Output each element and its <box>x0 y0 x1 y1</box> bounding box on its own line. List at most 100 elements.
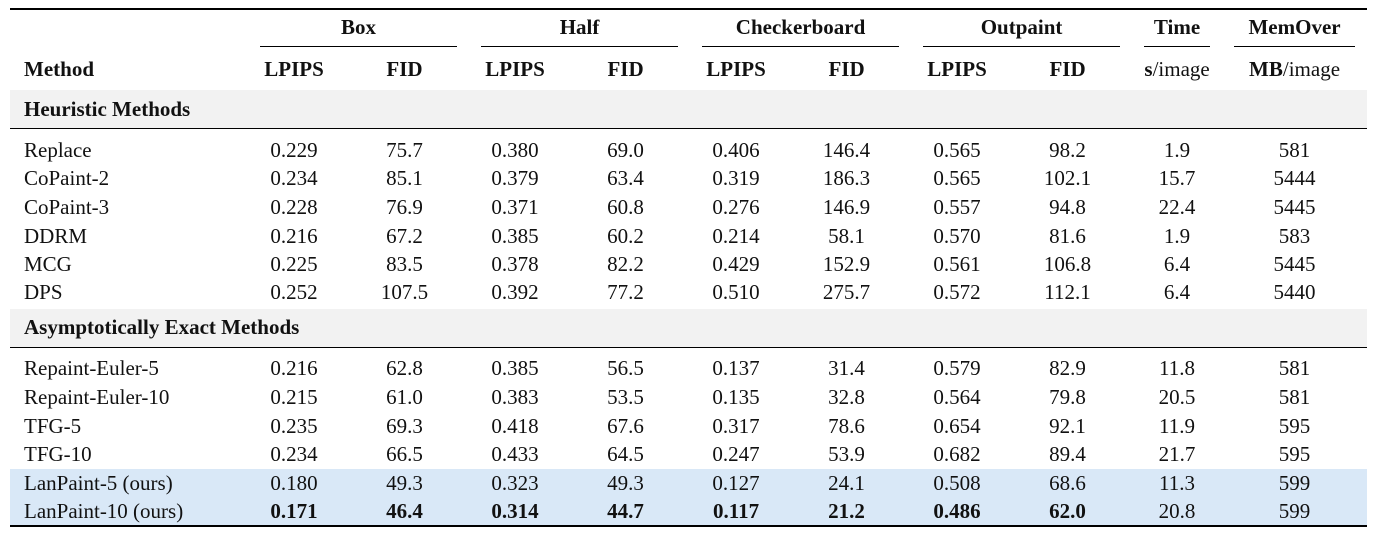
value-cell: 0.682 <box>933 442 981 467</box>
group-label: Half <box>481 15 679 47</box>
value-cell: 62.0 <box>1003 497 1133 527</box>
unit: MB <box>1249 57 1283 81</box>
value-cell: 49.3 <box>561 468 691 498</box>
value-cell: 69.0 <box>607 137 644 162</box>
value-cell: 1.9 <box>1163 137 1191 162</box>
value-cell: 0.323 <box>469 468 562 498</box>
value-cell: 0.234 <box>270 442 318 467</box>
value-cell: 0.392 <box>491 280 539 305</box>
value-cell: 15.7 <box>1158 166 1196 191</box>
value-cell: 0.579 <box>933 356 981 381</box>
value-cell: 83.5 <box>386 252 423 277</box>
value-cell: 0.429 <box>712 252 760 277</box>
method-cell: Repaint-Euler-5 <box>24 356 159 381</box>
spacer <box>10 129 1367 137</box>
group-label: Checkerboard <box>702 15 900 47</box>
value-cell: 20.8 <box>1132 497 1223 527</box>
value-cell: 49.3 <box>340 468 470 498</box>
column-header: LPIPS <box>706 57 766 81</box>
value-cell: 0.319 <box>712 166 760 191</box>
value-cell: 581 <box>1278 356 1311 381</box>
method-cell: Repaint-Euler-10 <box>24 384 170 409</box>
column-header: FID <box>1049 57 1086 81</box>
section-row: Asymptotically Exact Methods <box>10 306 1368 348</box>
value-cell: 5444 <box>1273 166 1316 191</box>
value-cell: 20.5 <box>1158 384 1196 409</box>
value-cell: 0.216 <box>270 223 318 248</box>
table-header: Box Half Checkerboard Outpaint Time MemOver Me… <box>10 9 1368 89</box>
column-header: LPIPS <box>264 57 324 81</box>
value-cell: 0.252 <box>270 280 318 305</box>
value-cell: 11.9 <box>1159 413 1196 438</box>
value-cell: 0.214 <box>712 223 760 248</box>
group-header: Time <box>1132 9 1222 51</box>
group-header: MemOver <box>1222 9 1367 51</box>
value-cell: 599 <box>1222 468 1368 498</box>
value-cell: 58.1 <box>828 223 865 248</box>
data-row: LanPaint-10 (ours) 0.171 46.4 0.314 44.7 0.11… <box>10 497 1368 527</box>
value-cell: 5445 <box>1273 252 1316 277</box>
method-cell: TFG-5 <box>24 413 82 438</box>
value-cell: 6.4 <box>1163 252 1191 277</box>
data-row: TFG-5 0.235 69.3 0.418 67.6 0.317 78.6 0.654 92.… <box>10 412 1367 441</box>
value-cell: 77.2 <box>607 280 644 305</box>
value-cell: 0.561 <box>933 252 981 277</box>
data-row: CoPaint-3 0.228 76.9 0.371 60.8 0.276 146.9 0.5… <box>10 193 1367 222</box>
value-cell: 6.4 <box>1163 280 1191 305</box>
method-cell: DDRM <box>24 223 88 248</box>
value-cell: 56.5 <box>607 356 644 381</box>
value-cell: 581 <box>1278 137 1311 162</box>
value-cell: 0.510 <box>712 280 760 305</box>
value-cell: 76.9 <box>386 194 423 219</box>
column-header: FID <box>607 57 644 81</box>
unit-rest: /image <box>1152 57 1210 81</box>
value-cell: 0.215 <box>270 384 318 409</box>
value-cell: 82.2 <box>607 252 644 277</box>
value-cell: 61.0 <box>386 384 423 409</box>
value-cell: 0.564 <box>933 384 981 409</box>
value-cell: 11.8 <box>1159 356 1196 381</box>
value-cell: 0.379 <box>491 166 539 191</box>
value-cell: 275.7 <box>822 280 871 305</box>
value-cell: 112.1 <box>1044 280 1091 305</box>
value-cell: 67.6 <box>607 413 644 438</box>
value-cell: 0.235 <box>270 413 318 438</box>
value-cell: 85.1 <box>386 166 423 191</box>
data-row: Replace 0.229 75.7 0.380 69.0 0.406 146.4 0.565… <box>10 136 1367 165</box>
value-cell: 60.2 <box>607 223 644 248</box>
value-cell: 186.3 <box>822 166 871 191</box>
column-header: FID <box>828 57 865 81</box>
value-cell: 107.5 <box>380 280 429 305</box>
group-header: Outpaint <box>911 9 1132 51</box>
method-cell: LanPaint-5 (ours) <box>10 468 248 498</box>
value-cell: 0.380 <box>491 137 539 162</box>
value-cell: 0.234 <box>270 166 318 191</box>
value-cell: 0.486 <box>911 497 1004 527</box>
value-cell: 0.171 <box>248 497 340 527</box>
value-cell: 599 <box>1222 497 1368 527</box>
unit: s <box>1144 57 1153 81</box>
header-row: Method LPIPS FID LPIPS FID LPIPS FID LPIPS FID s/… <box>10 51 1368 89</box>
value-cell: 11.3 <box>1132 468 1223 498</box>
value-cell: 98.2 <box>1049 137 1086 162</box>
data-row: DPS 0.252 107.5 0.392 77.2 0.510 275.7 0.572 112… <box>10 279 1368 308</box>
value-cell: 60.8 <box>607 194 644 219</box>
method-cell: CoPaint-2 <box>24 166 110 191</box>
value-cell: 0.385 <box>491 223 539 248</box>
group-header: Checkerboard <box>690 9 911 51</box>
value-cell: 102.1 <box>1043 166 1092 191</box>
results-table: Box Half Checkerboard Outpaint Time MemOver Me… <box>10 8 1368 527</box>
value-cell: 0.317 <box>712 413 760 438</box>
value-cell: 0.654 <box>933 413 981 438</box>
value-cell: 64.5 <box>607 442 644 467</box>
value-cell: 82.9 <box>1049 356 1086 381</box>
group-label: MemOver <box>1234 15 1356 47</box>
value-cell: 0.508 <box>911 468 1004 498</box>
value-cell: 0.433 <box>491 442 539 467</box>
column-header: FID <box>386 57 423 81</box>
method-cell: LanPaint-10 (ours) <box>10 497 248 527</box>
value-cell: 62.8 <box>386 356 423 381</box>
value-cell: 0.383 <box>491 384 539 409</box>
value-cell: 0.418 <box>491 413 539 438</box>
value-cell: 21.7 <box>1158 442 1196 467</box>
